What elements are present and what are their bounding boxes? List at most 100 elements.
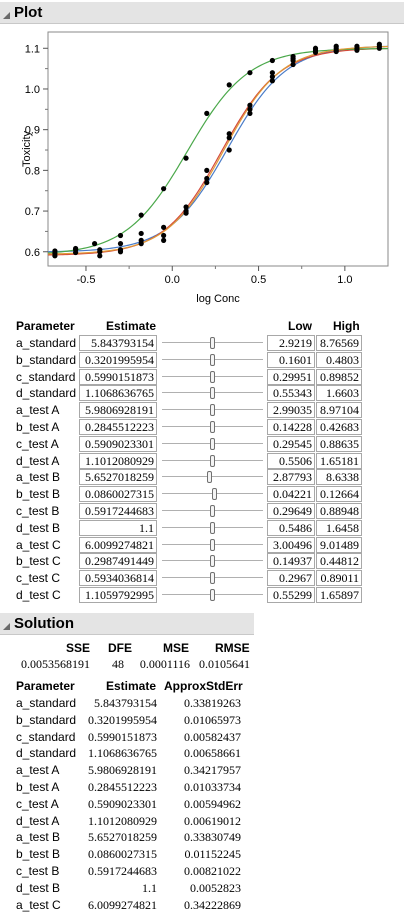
data-point[interactable] — [290, 57, 296, 64]
param-low-field[interactable]: 0.5506 — [267, 452, 315, 469]
param-estimate-field[interactable]: 5.9806928191 — [79, 402, 157, 419]
param-estimate-field[interactable]: 0.3201995954 — [79, 351, 157, 368]
param-low-field[interactable]: 0.29649 — [267, 503, 315, 519]
param-slider-thumb[interactable] — [210, 572, 215, 585]
param-slider-track[interactable] — [162, 476, 263, 478]
data-point[interactable] — [226, 131, 232, 137]
data-point[interactable] — [117, 249, 124, 255]
param-slider-thumb[interactable] — [210, 337, 215, 349]
param-high-field[interactable]: 1.65897 — [316, 587, 362, 603]
param-high-field[interactable]: 0.44812 — [316, 553, 362, 570]
data-point[interactable] — [97, 253, 103, 259]
data-point[interactable] — [333, 43, 339, 49]
param-high-field[interactable]: 8.76569 — [316, 335, 362, 351]
collapse-triangle-icon[interactable] — [3, 12, 10, 19]
param-estimate-field[interactable]: 1.1059792995 — [79, 587, 157, 603]
data-point[interactable] — [269, 74, 275, 80]
data-point[interactable] — [226, 82, 232, 88]
param-estimate-field[interactable]: 0.5990151873 — [79, 368, 157, 385]
param-low-field[interactable]: 3.00496 — [267, 536, 315, 553]
data-point[interactable] — [161, 224, 167, 230]
param-high-field[interactable]: 1.6458 — [316, 519, 362, 536]
param-slider-thumb[interactable] — [210, 555, 215, 568]
param-slider-thumb[interactable] — [210, 589, 215, 601]
param-slider-thumb[interactable] — [210, 521, 215, 534]
solution-section-header[interactable]: Solution — [0, 613, 254, 635]
data-point[interactable] — [183, 204, 189, 210]
data-point[interactable] — [138, 241, 144, 247]
param-slider-thumb[interactable] — [210, 387, 215, 400]
param-slider-thumb[interactable] — [210, 421, 215, 433]
param-low-field[interactable]: 0.04221 — [267, 486, 315, 503]
param-high-field[interactable]: 8.6338 — [316, 469, 362, 486]
param-low-field[interactable]: 0.2967 — [267, 570, 315, 587]
data-point[interactable] — [269, 70, 275, 76]
param-slider-thumb[interactable] — [210, 353, 215, 366]
param-estimate-field[interactable]: 6.0099274821 — [79, 536, 157, 553]
param-low-field[interactable]: 0.55299 — [267, 587, 315, 603]
data-point[interactable] — [92, 241, 98, 247]
data-point[interactable] — [204, 167, 210, 173]
param-low-field[interactable]: 0.5486 — [267, 519, 315, 536]
param-low-field[interactable]: 2.99035 — [267, 402, 315, 419]
data-point[interactable] — [312, 49, 319, 55]
param-slider-thumb[interactable] — [210, 404, 215, 417]
data-point[interactable] — [354, 47, 360, 53]
param-slider-thumb[interactable] — [210, 505, 215, 517]
data-point[interactable] — [117, 232, 124, 239]
data-point[interactable] — [312, 45, 319, 51]
data-point[interactable] — [161, 186, 167, 192]
param-estimate-field[interactable]: 0.2987491449 — [79, 553, 157, 570]
data-point[interactable] — [97, 249, 103, 255]
param-low-field[interactable]: 0.1601 — [267, 351, 315, 368]
param-high-field[interactable]: 0.88948 — [316, 503, 362, 519]
param-high-field[interactable]: 1.65181 — [316, 452, 362, 469]
param-estimate-field[interactable]: 5.6527018259 — [79, 469, 157, 486]
data-point[interactable] — [269, 57, 275, 64]
param-estimate-field[interactable]: 1.1012080929 — [79, 452, 157, 469]
plot-section-header[interactable]: Plot — [0, 2, 404, 24]
data-point[interactable] — [204, 179, 210, 186]
param-slider-thumb[interactable] — [206, 471, 212, 484]
data-point[interactable] — [117, 241, 124, 247]
param-high-field[interactable]: 0.89852 — [316, 368, 362, 385]
param-slider-thumb[interactable] — [212, 488, 218, 501]
data-point[interactable] — [290, 53, 296, 60]
param-low-field[interactable]: 0.29545 — [267, 435, 315, 452]
data-point[interactable] — [226, 147, 232, 153]
param-estimate-field[interactable]: 0.0860027315 — [79, 486, 157, 503]
data-point[interactable] — [183, 155, 189, 161]
param-estimate-field[interactable]: 0.5909023301 — [79, 435, 157, 452]
data-point[interactable] — [52, 248, 58, 254]
data-point[interactable] — [354, 43, 360, 49]
data-point[interactable] — [204, 175, 210, 182]
data-point[interactable] — [247, 70, 253, 76]
param-high-field[interactable]: 9.01489 — [316, 536, 362, 553]
data-point[interactable] — [138, 230, 144, 237]
param-high-field[interactable]: 0.42683 — [316, 419, 362, 435]
data-point[interactable] — [247, 102, 253, 108]
param-low-field[interactable]: 0.14937 — [267, 553, 315, 570]
data-point[interactable] — [204, 110, 210, 116]
data-point[interactable] — [247, 106, 253, 112]
data-point[interactable] — [290, 61, 296, 68]
param-slider-thumb[interactable] — [210, 370, 215, 383]
param-high-field[interactable]: 0.88635 — [316, 435, 362, 452]
data-point[interactable] — [73, 245, 79, 252]
param-high-field[interactable]: 0.89011 — [316, 570, 362, 587]
param-low-field[interactable]: 0.29951 — [267, 368, 315, 385]
data-point[interactable] — [138, 212, 144, 218]
data-point[interactable] — [226, 135, 232, 141]
param-low-field[interactable]: 0.14228 — [267, 419, 315, 435]
data-point[interactable] — [183, 210, 189, 216]
data-point[interactable] — [247, 110, 253, 116]
param-estimate-field[interactable]: 5.843793154 — [79, 335, 157, 351]
data-point[interactable] — [376, 43, 382, 49]
collapse-triangle-icon[interactable] — [3, 623, 10, 630]
param-estimate-field[interactable]: 0.2845512223 — [79, 419, 157, 435]
param-slider-thumb[interactable] — [210, 437, 215, 450]
param-slider-thumb[interactable] — [210, 454, 215, 467]
param-low-field[interactable]: 2.9219 — [267, 335, 315, 351]
param-low-field[interactable]: 0.55343 — [267, 385, 315, 402]
param-estimate-field[interactable]: 1.1068636765 — [79, 385, 157, 402]
